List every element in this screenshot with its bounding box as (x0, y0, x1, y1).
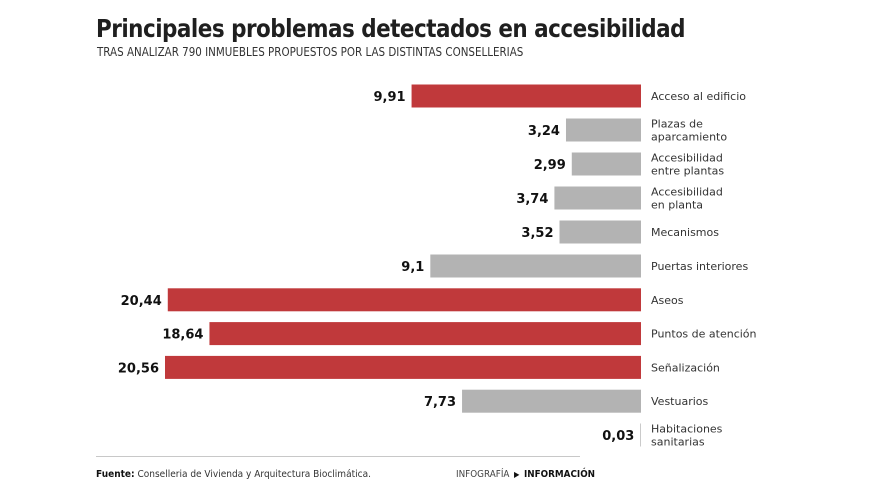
value-label: 2,99 (534, 158, 566, 173)
category-label: Accesibilidad (651, 186, 723, 199)
source-label: Fuente: (96, 469, 135, 480)
bar-4 (559, 220, 641, 244)
credit-prefix: INFOGRAFÍA (456, 469, 510, 480)
value-label: 3,74 (516, 192, 548, 207)
bar-10 (640, 423, 641, 447)
bar-6 (167, 288, 642, 312)
source-note: Fuente: Conselleria de Vivienda y Arquit… (96, 469, 371, 480)
value-label: 7,73 (424, 395, 456, 410)
value-label: 18,64 (162, 328, 203, 343)
value-label: 0,03 (602, 429, 634, 444)
chart-subtitle: TRAS ANALIZAR 790 INMUEBLES PROPUESTOS P… (97, 45, 524, 59)
category-label: Habitaciones (651, 423, 723, 436)
value-label: 9,1 (401, 260, 424, 275)
bar-5 (430, 254, 641, 278)
bars-group: 9,91 Acceso al edificio 3,24 Plazas deaparc… (118, 84, 757, 449)
footer-divider (96, 456, 580, 457)
bar-7 (209, 322, 641, 346)
category-label: sanitarias (651, 436, 705, 449)
category-label: Accesibilidad (651, 152, 723, 165)
value-label: 20,56 (118, 361, 159, 376)
category-label: aparcamiento (651, 131, 727, 144)
category-label: entre plantas (651, 165, 724, 178)
bar-8 (165, 355, 641, 379)
category-label: Mecanismos (651, 226, 719, 239)
source-text: Conselleria de Vivienda y Arquitectura B… (134, 469, 371, 480)
category-label: Plazas de (651, 118, 703, 131)
category-label: en planta (651, 199, 703, 212)
category-label: Vestuarios (651, 395, 709, 408)
chart-title: Principales problemas detectados en acce… (96, 14, 686, 43)
category-label: Puertas interiores (651, 260, 748, 273)
arrow-right-icon: ▶ (514, 470, 520, 479)
value-label: 20,44 (121, 294, 162, 309)
category-label: Señalización (651, 361, 720, 374)
value-label: 3,52 (521, 226, 553, 241)
value-label: 3,24 (528, 124, 560, 139)
bar-9 (462, 389, 641, 413)
bar-0 (411, 84, 641, 108)
category-label: Aseos (651, 294, 684, 307)
value-label: 9,91 (373, 90, 405, 105)
credit: INFOGRAFÍA ▶ INFORMACIÓN (456, 469, 595, 480)
category-label: Acceso al edificio (651, 90, 746, 103)
bar-3 (554, 186, 641, 210)
bar-2 (571, 152, 641, 176)
bar-1 (565, 118, 641, 142)
credit-name: INFORMACIÓN (523, 469, 596, 480)
category-label: Puntos de atención (651, 328, 757, 341)
